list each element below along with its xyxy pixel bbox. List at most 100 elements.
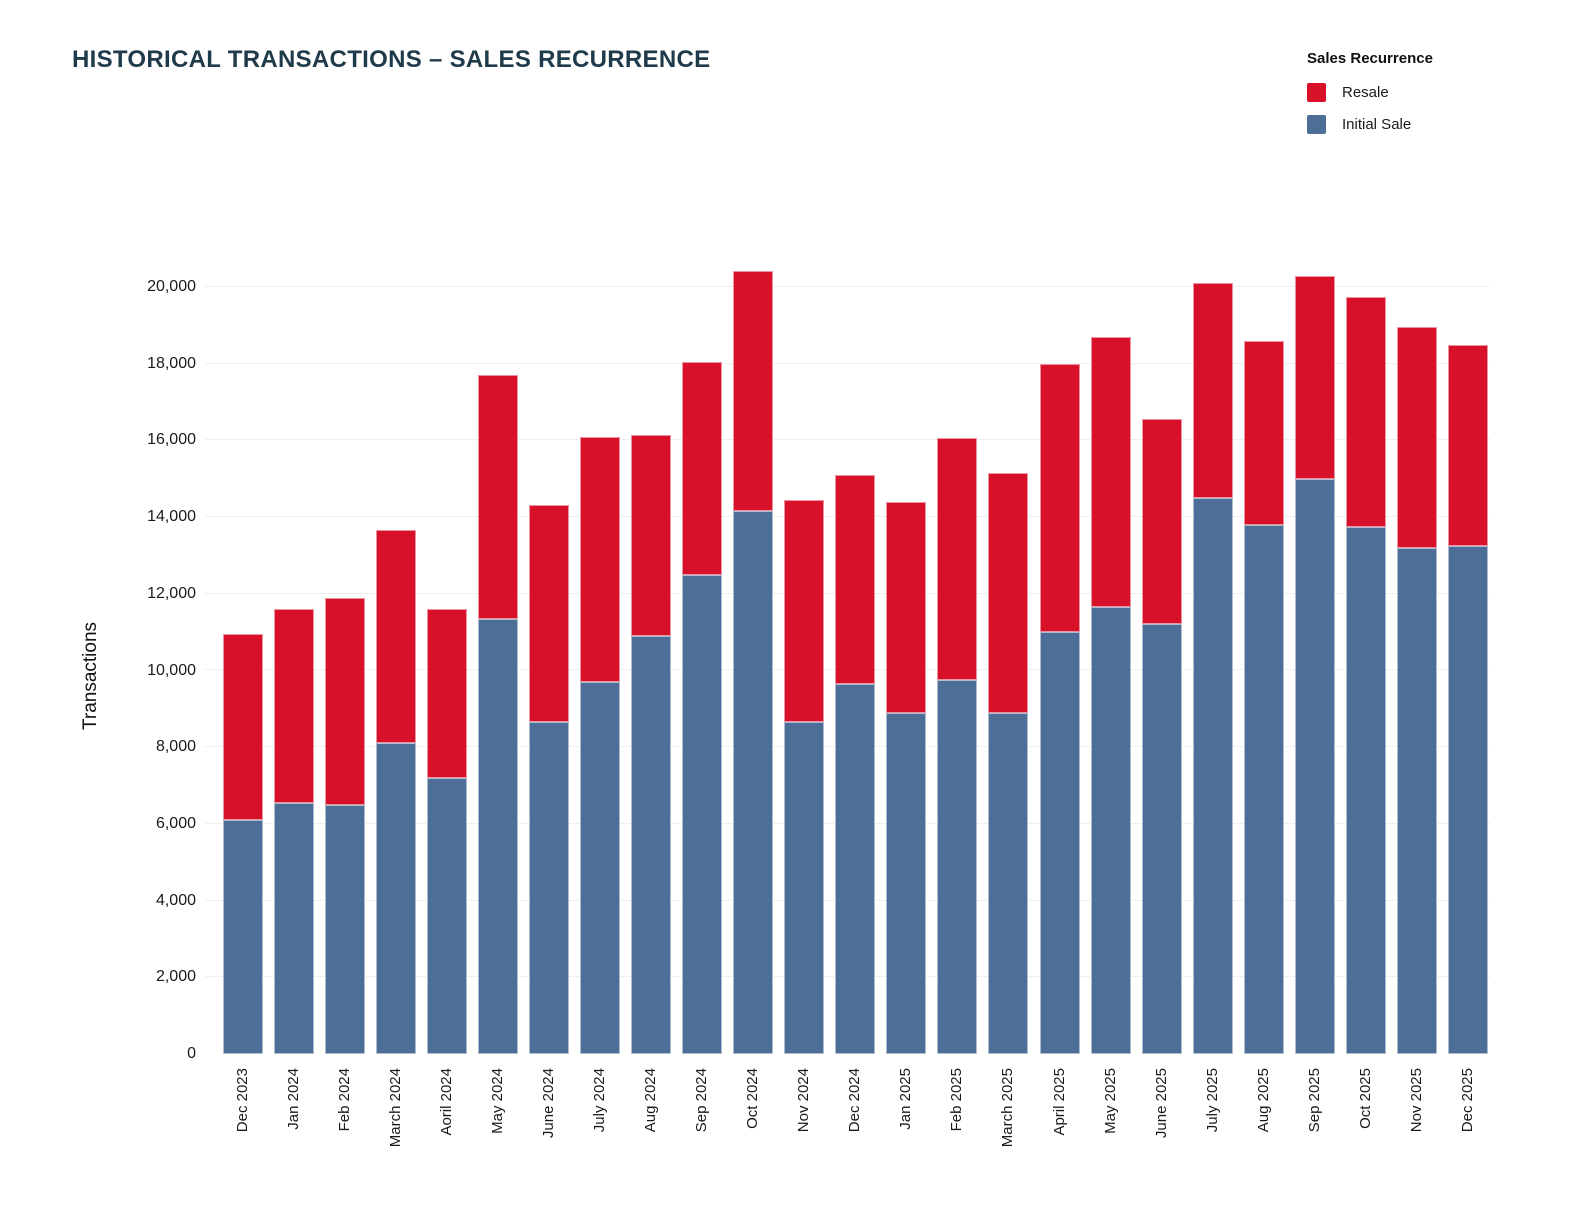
- gridline: [205, 286, 1490, 287]
- bar-segment-resale[interactable]: [580, 437, 620, 682]
- bar-segment-resale[interactable]: [886, 502, 926, 713]
- bar-segment-resale[interactable]: [325, 598, 365, 805]
- bar-segment-initial-sale[interactable]: [376, 743, 416, 1054]
- bar-segment-initial-sale[interactable]: [784, 722, 824, 1054]
- bar-segment-initial-sale[interactable]: [1244, 525, 1284, 1054]
- x-tick-label: June 2024: [540, 1068, 557, 1139]
- y-tick-label: 20,000: [147, 278, 196, 295]
- x-tick-label: Dec 2025: [1459, 1068, 1476, 1133]
- bar-segment-resale[interactable]: [1397, 327, 1437, 548]
- bar-segment-initial-sale[interactable]: [274, 803, 314, 1054]
- bar-segment-resale[interactable]: [1091, 337, 1131, 607]
- y-tick-label: 12,000: [147, 585, 196, 602]
- legend-item-initial-sale[interactable]: Initial Sale: [1307, 115, 1547, 134]
- bar-segment-initial-sale[interactable]: [835, 684, 875, 1054]
- bar-segment-initial-sale[interactable]: [223, 820, 263, 1054]
- bar-segment-initial-sale[interactable]: [937, 680, 977, 1054]
- bar-segment-resale[interactable]: [427, 609, 467, 778]
- bar-segment-resale[interactable]: [784, 500, 824, 722]
- bar-aug-2025[interactable]: [1244, 341, 1284, 1054]
- bar-nov-2025[interactable]: [1397, 327, 1437, 1054]
- x-tick-label: May 2025: [1102, 1068, 1119, 1134]
- bar-segment-resale[interactable]: [376, 530, 416, 743]
- bar-dec-2023[interactable]: [223, 634, 263, 1054]
- x-tick-label: Nov 2024: [795, 1068, 812, 1133]
- bar-segment-initial-sale[interactable]: [631, 636, 671, 1054]
- bar-segment-initial-sale[interactable]: [1091, 607, 1131, 1054]
- bar-july-2025[interactable]: [1193, 283, 1233, 1054]
- bar-july-2024[interactable]: [580, 437, 620, 1054]
- bar-segment-initial-sale[interactable]: [1193, 498, 1233, 1054]
- bar-aug-2024[interactable]: [631, 435, 671, 1054]
- y-axis-title: Transactions: [80, 621, 101, 731]
- y-tick-label: 4,000: [155, 892, 196, 909]
- bar-segment-resale[interactable]: [1040, 364, 1080, 632]
- bar-sep-2024[interactable]: [682, 362, 722, 1054]
- bar-feb-2025[interactable]: [937, 438, 977, 1054]
- y-tick-label: 18,000: [147, 355, 196, 372]
- bar-dec-2024[interactable]: [835, 475, 875, 1054]
- bar-segment-resale[interactable]: [1346, 297, 1386, 527]
- bar-segment-resale[interactable]: [682, 362, 722, 575]
- bar-march-2025[interactable]: [988, 473, 1028, 1054]
- bar-jan-2025[interactable]: [886, 502, 926, 1054]
- bar-segment-resale[interactable]: [631, 435, 671, 636]
- bar-segment-initial-sale[interactable]: [529, 722, 569, 1054]
- bar-segment-initial-sale[interactable]: [733, 511, 773, 1054]
- page-title: HISTORICAL TRANSACTIONS – SALES RECURREN…: [72, 46, 711, 73]
- bar-oct-2025[interactable]: [1346, 297, 1386, 1054]
- bar-oct-2024[interactable]: [733, 271, 773, 1054]
- bar-segment-resale[interactable]: [1142, 419, 1182, 624]
- bar-march-2024[interactable]: [376, 530, 416, 1054]
- x-tick-label: Aug 2024: [642, 1068, 659, 1133]
- bar-segment-resale[interactable]: [1193, 283, 1233, 498]
- x-tick-label: Jan 2025: [897, 1068, 914, 1130]
- bar-segment-initial-sale[interactable]: [325, 805, 365, 1054]
- bar-segment-initial-sale[interactable]: [580, 682, 620, 1054]
- x-tick-label: Jan 2024: [285, 1068, 302, 1130]
- bar-segment-resale[interactable]: [274, 609, 314, 803]
- x-tick-label: Feb 2024: [336, 1068, 353, 1132]
- bar-aoril-2024[interactable]: [427, 609, 467, 1054]
- bar-april-2025[interactable]: [1040, 364, 1080, 1054]
- bar-june-2024[interactable]: [529, 505, 569, 1054]
- bar-segment-resale[interactable]: [835, 475, 875, 684]
- x-tick-label: Aoril 2024: [438, 1068, 455, 1136]
- bar-segment-initial-sale[interactable]: [478, 619, 518, 1054]
- bar-jan-2024[interactable]: [274, 609, 314, 1054]
- y-tick-label: 14,000: [147, 508, 196, 525]
- bar-segment-initial-sale[interactable]: [1295, 479, 1335, 1054]
- bar-segment-resale[interactable]: [733, 271, 773, 511]
- bar-segment-resale[interactable]: [988, 473, 1028, 713]
- bar-segment-resale[interactable]: [1295, 276, 1335, 479]
- bar-nov-2024[interactable]: [784, 500, 824, 1054]
- bar-dec-2025[interactable]: [1448, 345, 1488, 1054]
- bar-segment-resale[interactable]: [529, 505, 569, 722]
- bar-segment-initial-sale[interactable]: [988, 713, 1028, 1054]
- bar-may-2024[interactable]: [478, 375, 518, 1054]
- bar-segment-resale[interactable]: [478, 375, 518, 619]
- bar-sep-2025[interactable]: [1295, 276, 1335, 1054]
- bar-segment-initial-sale[interactable]: [886, 713, 926, 1054]
- bar-segment-initial-sale[interactable]: [682, 575, 722, 1054]
- bar-segment-resale[interactable]: [223, 634, 263, 820]
- bar-june-2025[interactable]: [1142, 419, 1182, 1054]
- y-tick-label: 10,000: [147, 662, 196, 679]
- bar-segment-resale[interactable]: [937, 438, 977, 680]
- bar-segment-resale[interactable]: [1448, 345, 1488, 546]
- x-tick-label: June 2025: [1153, 1068, 1170, 1139]
- bar-segment-initial-sale[interactable]: [1397, 548, 1437, 1054]
- gridline: [205, 439, 1490, 440]
- bar-segment-initial-sale[interactable]: [1346, 527, 1386, 1054]
- bar-segment-initial-sale[interactable]: [1142, 624, 1182, 1054]
- bar-segment-initial-sale[interactable]: [1040, 632, 1080, 1054]
- x-tick-label: Feb 2025: [948, 1068, 965, 1132]
- legend-item-resale[interactable]: Resale: [1307, 83, 1547, 102]
- bar-segment-initial-sale[interactable]: [1448, 546, 1488, 1054]
- bar-segment-initial-sale[interactable]: [427, 778, 467, 1054]
- bar-feb-2024[interactable]: [325, 598, 365, 1054]
- x-tick-label: Sep 2025: [1306, 1068, 1323, 1133]
- bar-may-2025[interactable]: [1091, 337, 1131, 1054]
- bar-segment-resale[interactable]: [1244, 341, 1284, 525]
